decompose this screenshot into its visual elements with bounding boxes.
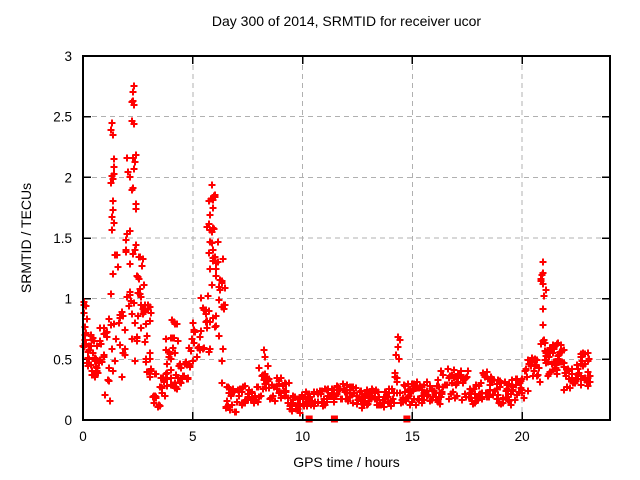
y-tick-label: 2.5 xyxy=(53,110,72,125)
scatter-series xyxy=(79,82,594,423)
tick-labels: 0 5 10 15 20 0 0.5 1 1.5 2 2.5 3 xyxy=(53,49,529,444)
x-tick-label: 20 xyxy=(515,429,530,444)
x-tick-label: 15 xyxy=(405,429,420,444)
y-tick-label: 3 xyxy=(64,49,72,64)
plot-border xyxy=(82,55,611,421)
x-axis-title: GPS time / hours xyxy=(293,454,400,470)
y-tick-label: 0.5 xyxy=(53,352,72,367)
chart-title: Day 300 of 2014, SRMTID for receiver uco… xyxy=(211,13,482,29)
x-tick-label: 0 xyxy=(79,429,87,444)
y-tick-label: 1.5 xyxy=(53,231,72,246)
x-tick-label: 5 xyxy=(189,429,197,444)
y-tick-label: 1 xyxy=(64,292,72,307)
y-tick-label: 0 xyxy=(64,413,72,428)
x-tick-label: 10 xyxy=(295,429,310,444)
y-tick-label: 2 xyxy=(64,170,72,185)
grid-lines xyxy=(83,56,610,420)
data-points-srmtid-plus-markers xyxy=(79,82,594,417)
plot-frame xyxy=(82,55,611,421)
